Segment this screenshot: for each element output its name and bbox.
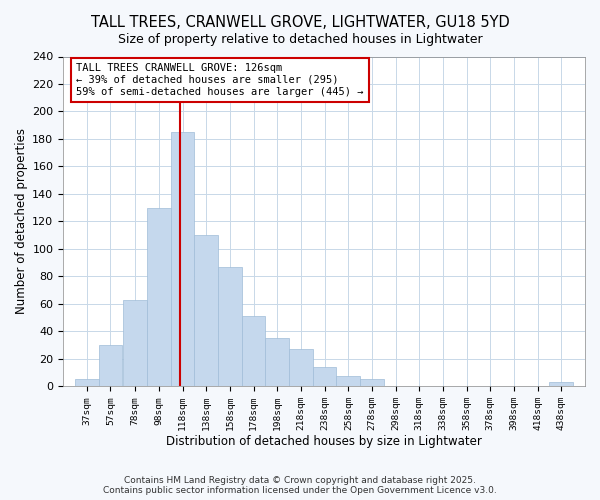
Text: Contains HM Land Registry data © Crown copyright and database right 2025.
Contai: Contains HM Land Registry data © Crown c… [103, 476, 497, 495]
Bar [147, 208, 171, 386]
Bar [194, 235, 218, 386]
Bar [171, 132, 194, 386]
Bar [550, 382, 573, 386]
Bar [98, 345, 122, 386]
Y-axis label: Number of detached properties: Number of detached properties [15, 128, 28, 314]
Bar [218, 266, 242, 386]
Bar [265, 338, 289, 386]
Text: TALL TREES CRANWELL GROVE: 126sqm
← 39% of detached houses are smaller (295)
59%: TALL TREES CRANWELL GROVE: 126sqm ← 39% … [76, 64, 364, 96]
Bar [75, 379, 98, 386]
X-axis label: Distribution of detached houses by size in Lightwater: Distribution of detached houses by size … [166, 434, 482, 448]
Bar [289, 349, 313, 386]
Bar [124, 300, 147, 386]
Text: TALL TREES, CRANWELL GROVE, LIGHTWATER, GU18 5YD: TALL TREES, CRANWELL GROVE, LIGHTWATER, … [91, 15, 509, 30]
Bar [337, 376, 360, 386]
Text: Size of property relative to detached houses in Lightwater: Size of property relative to detached ho… [118, 32, 482, 46]
Bar [242, 316, 265, 386]
Bar [313, 367, 337, 386]
Bar [360, 379, 384, 386]
